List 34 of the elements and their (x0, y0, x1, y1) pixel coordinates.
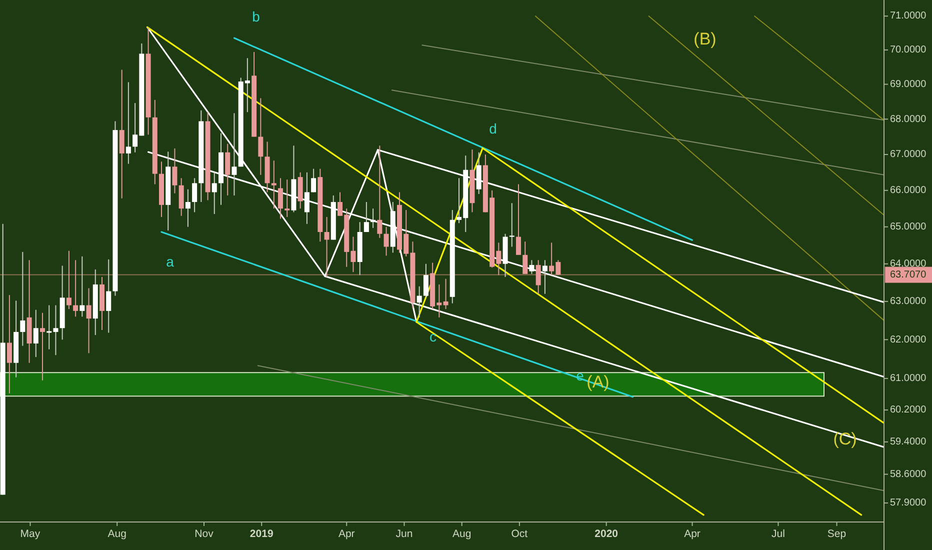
y-tick-label: 58.6000 (890, 468, 927, 480)
x-tick-label: 2020 (594, 528, 618, 540)
x-tick-label: Aug (108, 528, 127, 540)
x-tick-label: Nov (194, 528, 214, 540)
y-tick-label: 66.0000 (890, 185, 927, 196)
x-tick-label: Oct (511, 528, 528, 540)
y-tick-label: 68.0000 (890, 114, 927, 125)
y-tick-label: 70.0000 (890, 44, 927, 56)
y-tick-label: 61.0000 (890, 373, 927, 384)
y-tick-label: 67.0000 (890, 149, 927, 160)
y-tick-label: 65.0000 (890, 221, 927, 232)
y-tick-label: 64.0000 (890, 258, 927, 270)
y-tick-label: 69.0000 (890, 78, 927, 90)
x-tick-label: Sep (827, 528, 846, 540)
y-tick-label: 57.9000 (890, 498, 927, 509)
x-tick-label: May (20, 528, 41, 540)
annotation: c (430, 328, 436, 345)
y-tick-label: 62.0000 (890, 334, 927, 346)
x-tick-label: Apr (338, 528, 356, 540)
annotation: (B) (694, 29, 716, 48)
y-tick-label: 63.0000 (890, 296, 927, 308)
annotation: d (489, 120, 497, 137)
annotation: b (252, 8, 260, 25)
ref-line-label: 63.7070 (890, 269, 927, 280)
x-tick-label: Apr (684, 528, 701, 540)
x-tick-label: Jun (396, 528, 413, 540)
x-tick-label: Aug (452, 528, 472, 540)
y-tick-label: 59.4000 (890, 436, 927, 448)
y-tick-label: 60.2000 (890, 404, 927, 416)
x-tick-label: Jul (772, 528, 785, 540)
annotation: (C) (833, 429, 857, 448)
x-tick-label: 2019 (250, 528, 274, 540)
annotation: a (166, 254, 174, 270)
y-tick-label: 71.0000 (890, 10, 927, 22)
